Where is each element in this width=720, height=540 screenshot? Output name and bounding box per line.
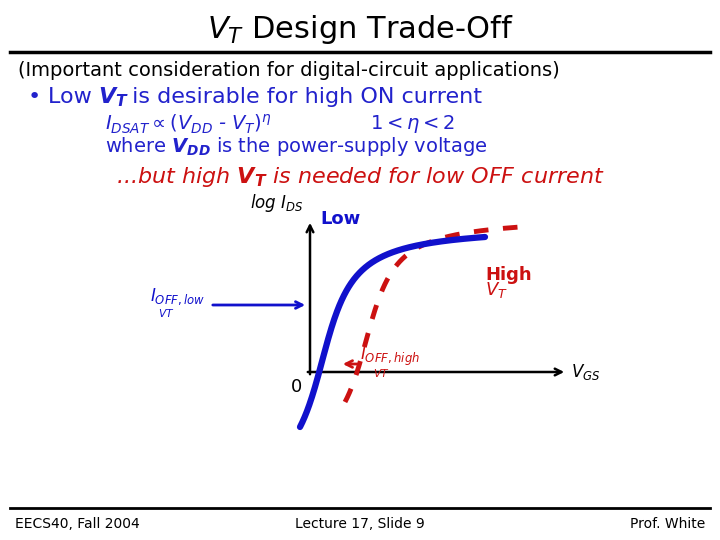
Text: (Important consideration for digital-circuit applications): (Important consideration for digital-cir…: [18, 60, 559, 79]
Text: where $\bfit{V}_{DD}$ is the power-supply voltage: where $\bfit{V}_{DD}$ is the power-suppl…: [105, 136, 487, 159]
Text: EECS40, Fall 2004: EECS40, Fall 2004: [15, 517, 140, 531]
Text: $\bfit{V}_T$: $\bfit{V}_T$: [98, 85, 129, 109]
Text: $I_{DSAT} \propto (V_{DD}$ - $V_T)^\eta$: $I_{DSAT} \propto (V_{DD}$ - $V_T)^\eta$: [105, 112, 272, 136]
Text: $\it{log}\ I_{DS}$: $\it{log}\ I_{DS}$: [251, 192, 304, 214]
Text: $I_{OFF,low}$: $I_{OFF,low}$: [150, 287, 205, 307]
Text: $V_T$: $V_T$: [485, 280, 508, 300]
Text: 0: 0: [291, 378, 302, 396]
Text: ...but high $\bfit{V_T}$ is needed for low OFF current: ...but high $\bfit{V_T}$ is needed for l…: [116, 165, 604, 189]
Text: Lecture 17, Slide 9: Lecture 17, Slide 9: [295, 517, 425, 531]
Text: Low: Low: [48, 87, 99, 107]
Text: is desirable for high ON current: is desirable for high ON current: [125, 87, 482, 107]
Text: $_{VT}$: $_{VT}$: [158, 306, 175, 321]
Text: Prof. White: Prof. White: [630, 517, 705, 531]
Text: $_{VT}$: $_{VT}$: [373, 364, 390, 380]
Text: $1 < \eta < 2$: $1 < \eta < 2$: [370, 113, 455, 135]
Text: Low: Low: [320, 210, 360, 228]
Text: High: High: [485, 266, 531, 284]
Text: •: •: [28, 87, 41, 107]
Text: $V_T$ Design Trade-Off: $V_T$ Design Trade-Off: [207, 14, 513, 46]
Text: $I_{OFF,high}$: $I_{OFF,high}$: [360, 345, 420, 368]
Text: $V_{GS}$: $V_{GS}$: [571, 362, 600, 382]
